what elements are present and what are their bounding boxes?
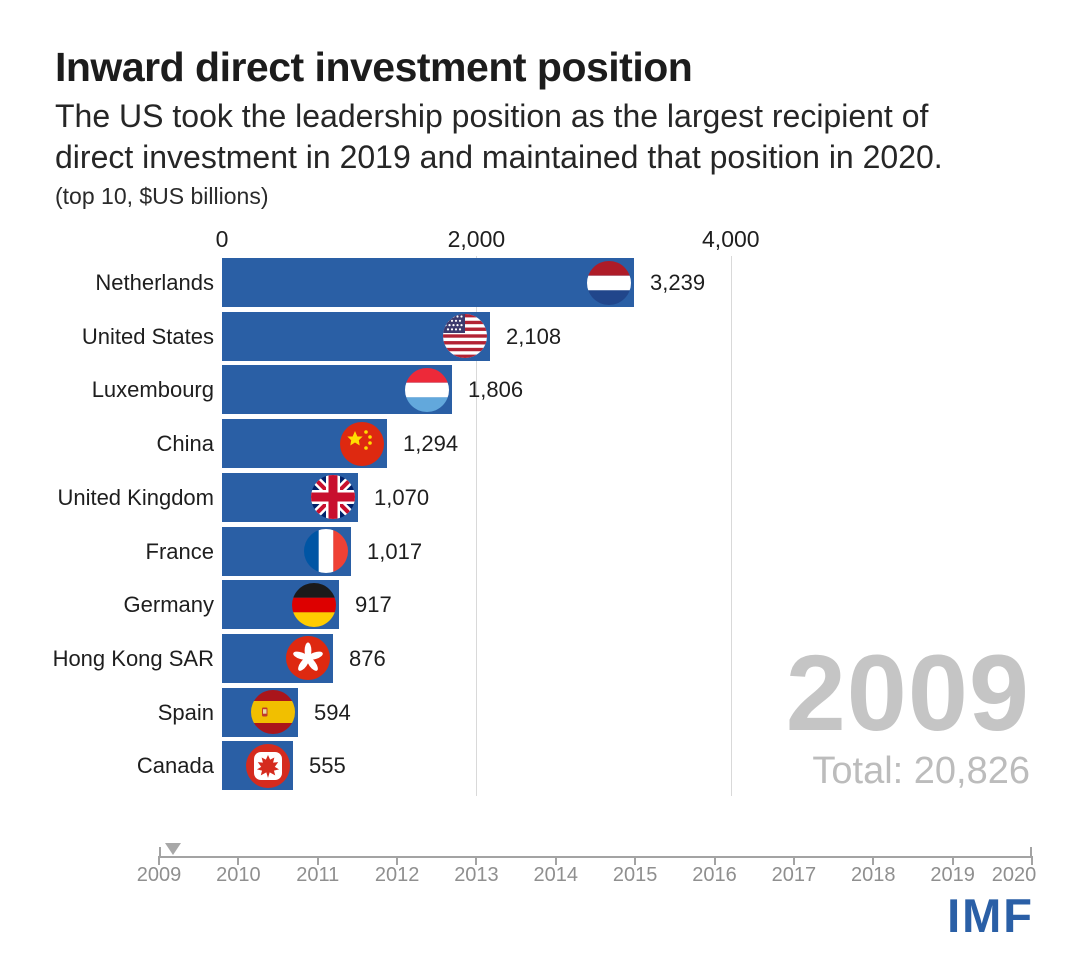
hong-kong-flag-icon <box>286 636 330 681</box>
page-title: Inward direct investment position <box>55 44 693 90</box>
timeline-tick <box>237 856 240 865</box>
timeline-year-label: 2011 <box>296 864 340 886</box>
timeline-year-label: 2010 <box>216 864 261 886</box>
value-label: 3,239 <box>650 270 706 295</box>
country-label: France <box>145 538 214 564</box>
bar <box>222 526 351 576</box>
gridline-2000 <box>476 256 478 796</box>
axis-tick-label: 0 <box>215 226 229 252</box>
timeline-year-label: 2018 <box>850 864 896 886</box>
bar <box>222 419 387 469</box>
value-label: 594 <box>314 699 351 725</box>
timeline-marker[interactable] <box>165 843 181 855</box>
country-label: Hong Kong SAR <box>52 645 214 671</box>
timeline-tick <box>713 856 716 865</box>
timeline-year-label: 2014 <box>533 864 579 886</box>
country-label: Netherlands <box>95 270 214 295</box>
value-label: 1,806 <box>468 377 524 403</box>
netherlands-flag-icon <box>587 260 631 305</box>
timeline-tick <box>158 856 160 865</box>
united-kingdom-flag-icon <box>311 475 355 520</box>
bar <box>222 687 298 737</box>
bar <box>222 311 490 361</box>
bar <box>222 258 634 307</box>
timeline-year-label: 2013 <box>454 864 499 886</box>
spain-flag-icon <box>251 690 295 735</box>
timeline-year-label: 2020 <box>991 864 1037 886</box>
timeline-tick <box>792 856 795 865</box>
value-label: 876 <box>349 645 386 671</box>
timeline-tick <box>872 856 875 865</box>
timeline-tick <box>1030 856 1033 865</box>
value-label: 1,017 <box>367 538 423 564</box>
united-states-flag-icon <box>443 314 487 359</box>
china-flag-icon <box>340 421 384 466</box>
value-label: 917 <box>355 592 392 618</box>
timeline-year-label: 2015 <box>612 864 658 886</box>
country-label: Germany <box>123 592 214 618</box>
bar <box>222 580 339 630</box>
country-label: China <box>156 431 214 457</box>
france-flag-icon <box>304 529 348 573</box>
imf-logo: IMF <box>947 889 1034 942</box>
germany-flag-icon <box>292 582 336 627</box>
current-year-label: 2009 <box>785 632 1030 753</box>
bar <box>222 741 293 791</box>
luxembourg-flag-icon <box>405 367 449 412</box>
chart-subtitle: The US took the leadership position as t… <box>55 98 943 175</box>
country-label: United States <box>81 323 214 349</box>
canada-flag-icon <box>246 743 290 788</box>
total-label: Total: 20,826 <box>812 750 1030 792</box>
timeline-year-label: 2009 <box>136 864 182 886</box>
timeline-year-label: 2016 <box>692 864 737 886</box>
timeline-track[interactable] <box>159 856 1032 858</box>
bar <box>222 472 358 522</box>
timeline-end-bracket <box>1030 847 1032 858</box>
value-label: 1,294 <box>403 431 459 457</box>
country-label: Canada <box>136 753 214 779</box>
value-label: 2,108 <box>506 323 562 349</box>
country-label: Spain <box>157 699 214 725</box>
timeline-tick <box>554 856 557 865</box>
bar <box>222 633 333 683</box>
timeline-tick <box>951 856 954 865</box>
value-label: 555 <box>309 753 346 779</box>
timeline-tick <box>316 856 319 865</box>
timeline-end-bracket <box>159 847 161 858</box>
timeline-tick <box>396 856 399 865</box>
axis-tick-label: 4,000 <box>702 226 760 252</box>
value-label: 1,070 <box>374 484 430 510</box>
country-label: United Kingdom <box>57 484 214 510</box>
timeline-tick <box>475 856 478 865</box>
timeline-year-label: 2019 <box>930 864 975 886</box>
timeline-year-label: 2012 <box>374 864 420 886</box>
timeline-year-label: 2017 <box>771 864 817 886</box>
unit-note: (top 10, $US billions) <box>55 183 269 209</box>
timeline-tick <box>634 856 637 865</box>
bar <box>222 365 452 415</box>
country-label: Luxembourg <box>91 377 214 403</box>
gridline-4000 <box>730 256 732 796</box>
axis-tick-label: 2,000 <box>447 226 506 252</box>
